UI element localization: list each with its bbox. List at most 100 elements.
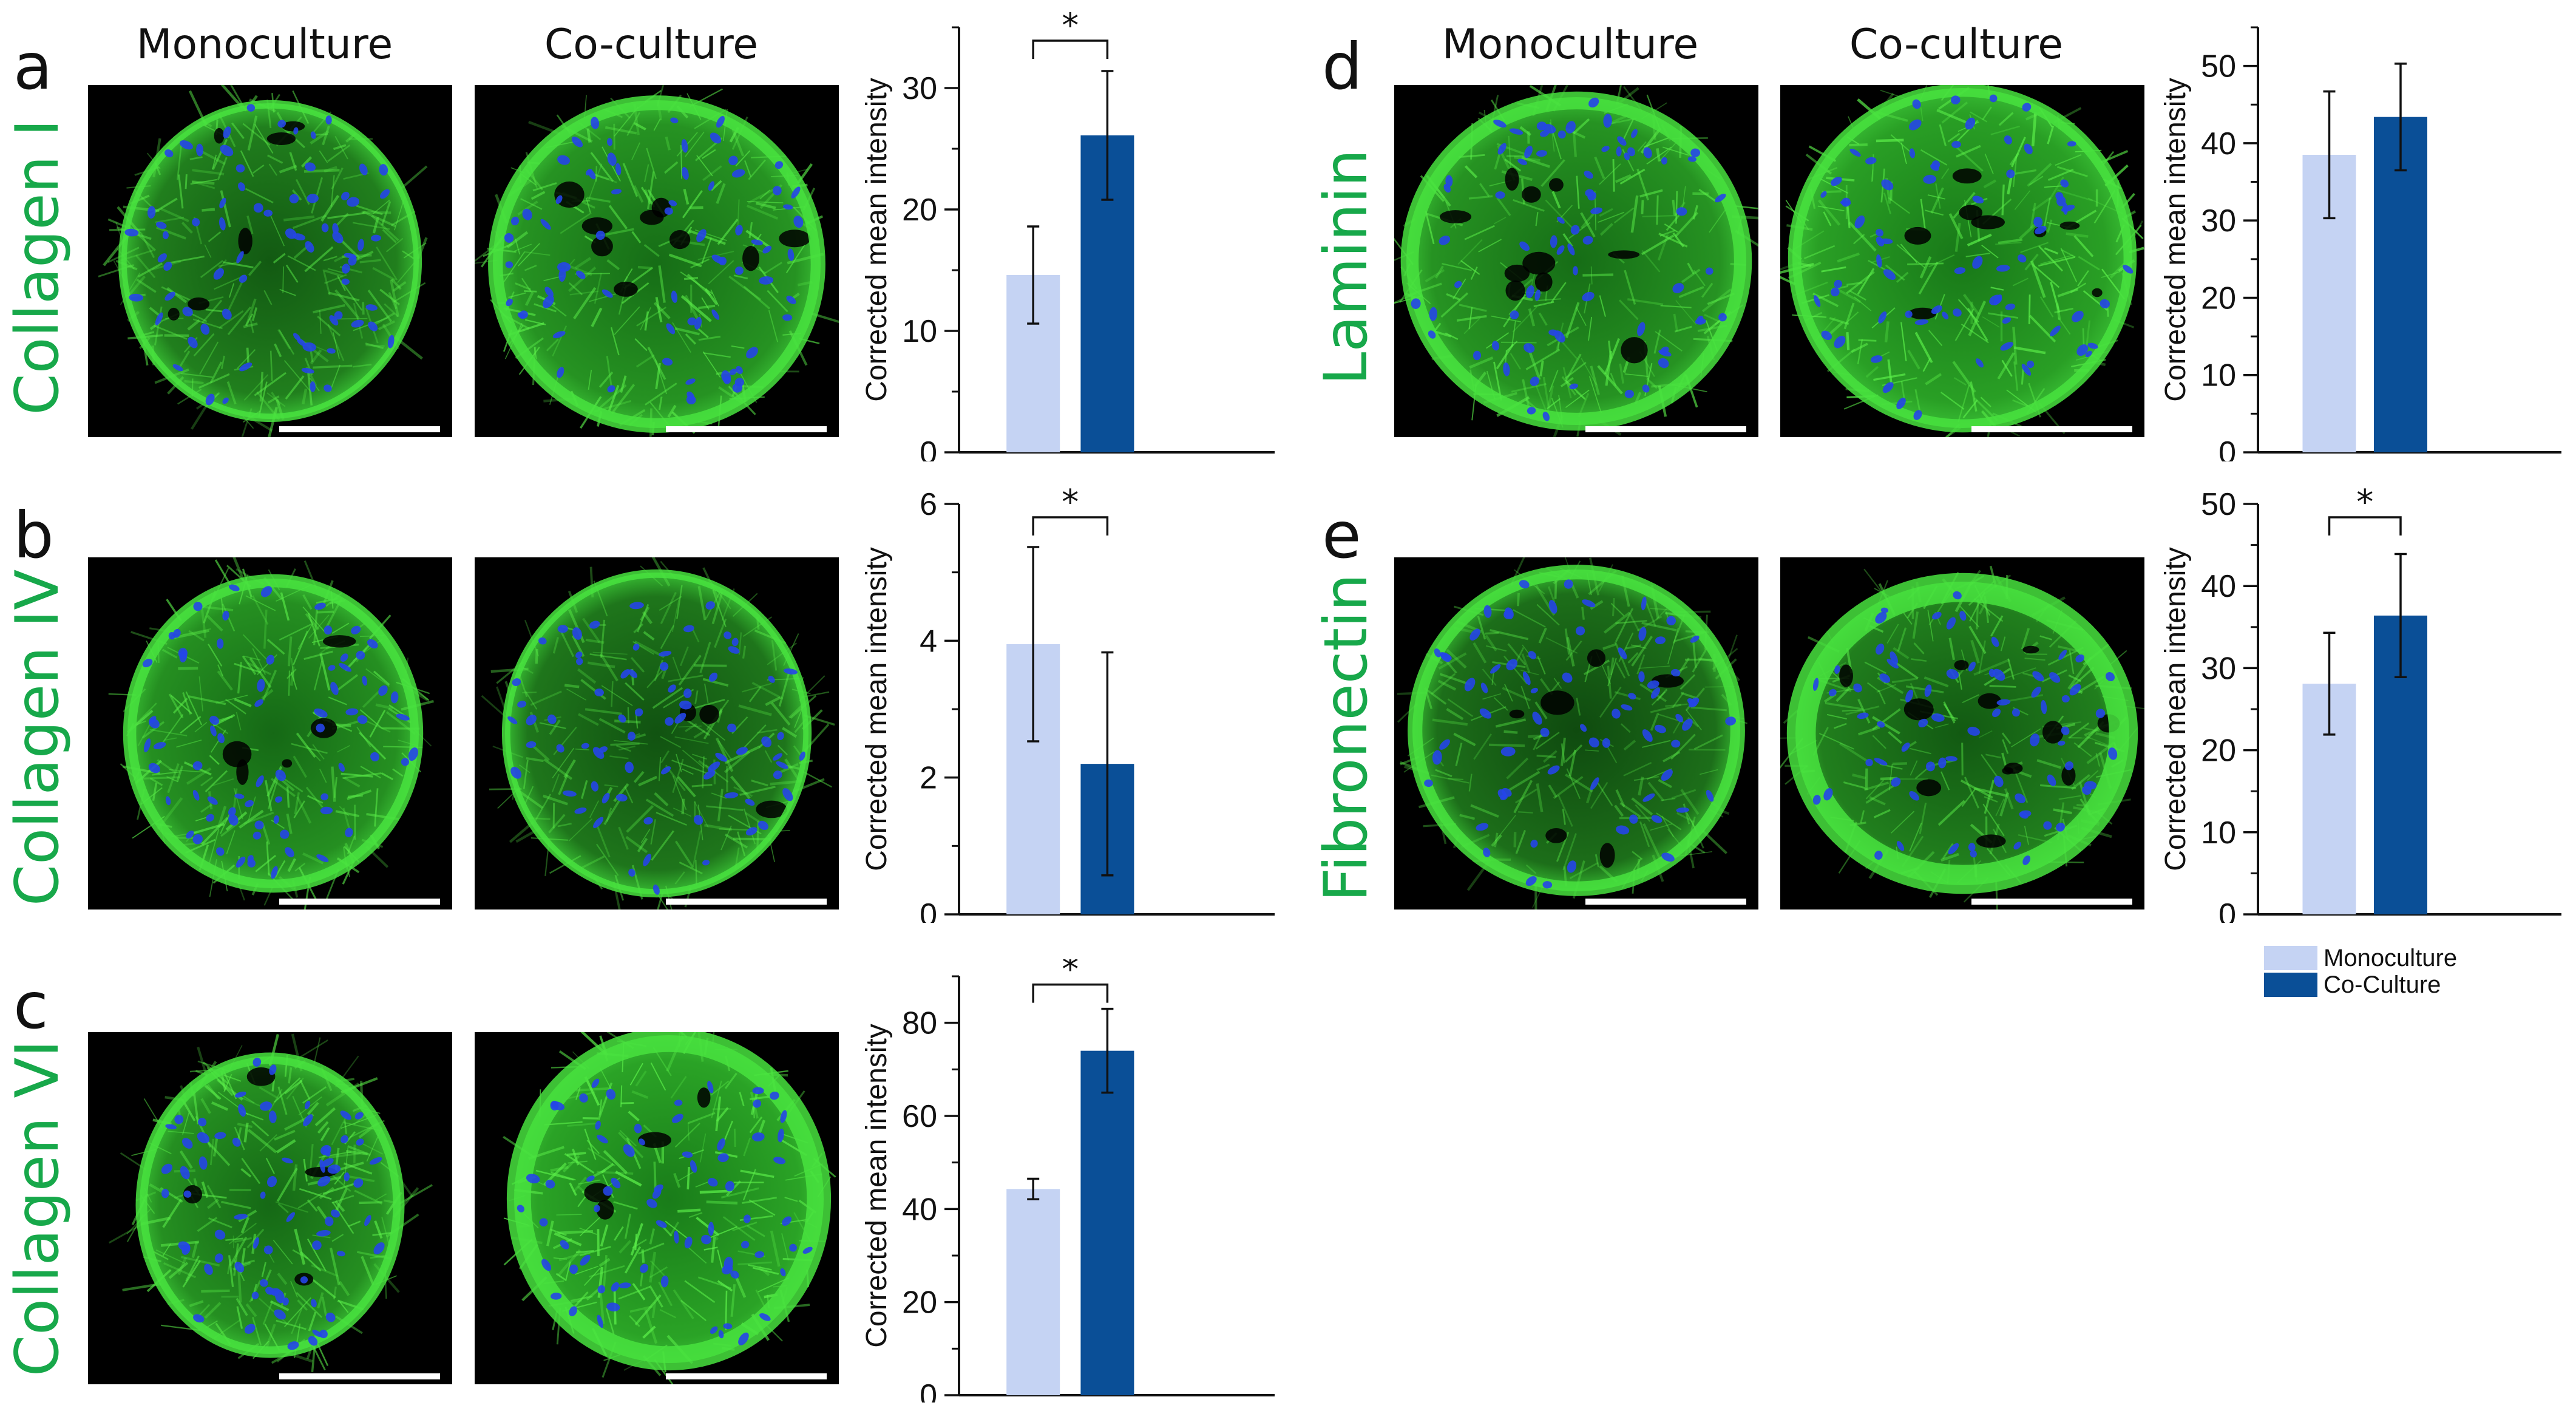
column-header-coculture-left: Co-culture — [544, 21, 759, 69]
y-tick-label: 40 — [902, 1192, 937, 1227]
tissue-void — [1976, 834, 2006, 848]
y-tick-label: 40 — [2201, 569, 2236, 604]
tissue-void — [1522, 186, 1541, 203]
y-axis-label: Corrected mean intensity — [2160, 547, 2192, 871]
significance-marker: * — [1062, 486, 1079, 522]
y-tick-label: 10 — [2201, 815, 2236, 851]
tissue-void — [168, 307, 180, 321]
stain-label-collagen-i: Collagen I — [3, 119, 72, 415]
micrograph-image — [1780, 85, 2144, 437]
tissue-void — [581, 217, 613, 235]
tissue-void — [591, 236, 613, 257]
tissue-void — [1971, 215, 2005, 229]
tissue-void — [2092, 288, 2103, 298]
legend-label-monoculture: Monoculture — [2323, 944, 2458, 971]
y-tick-label: 50 — [2201, 487, 2236, 522]
y-tick-label: 0 — [2218, 435, 2236, 461]
tissue-void — [1621, 337, 1648, 364]
tissue-void — [2042, 721, 2064, 744]
scale-bar — [1971, 899, 2132, 905]
tissue-void — [697, 1087, 711, 1108]
tissue-void — [1916, 779, 1942, 797]
column-header-coculture-right: Co-culture — [1849, 21, 2064, 69]
spheroid-body — [140, 1056, 401, 1354]
chart-plot-area: 0 10 20 30 Corrected mean intensity * — [861, 12, 1275, 461]
spheroid-rim — [1408, 565, 1745, 896]
tissue-void — [554, 181, 585, 208]
scale-bar — [1585, 899, 1746, 905]
spheroid-body — [1406, 97, 1746, 425]
y-tick-label: 80 — [902, 1006, 937, 1041]
micrograph-image — [98, 85, 428, 437]
tissue-void — [214, 127, 225, 144]
scale-bar — [666, 426, 827, 432]
tissue-void — [281, 121, 305, 132]
significance-bracket — [1032, 39, 1109, 59]
tissue-void — [756, 800, 787, 818]
column-header-monoculture-left: Monoculture — [136, 21, 393, 69]
tissue-void — [1504, 264, 1530, 282]
tissue-void — [638, 1132, 672, 1148]
micrograph-laminin-coculture — [1780, 85, 2144, 437]
tissue-void — [1548, 178, 1564, 192]
tissue-void — [1534, 272, 1553, 292]
bar-coculture — [1080, 1050, 1134, 1395]
y-tick-label: 0 — [920, 435, 937, 461]
tissue-void — [2059, 221, 2080, 230]
chart-plot-area: 0 10 20 30 40 50 Corrected mean intensity — [2160, 26, 2561, 461]
tissue-void — [238, 228, 253, 254]
tissue-void — [322, 635, 356, 648]
micrograph-image — [475, 85, 839, 437]
tissue-void — [742, 245, 759, 271]
bar-chart-collagen-i: 0 10 20 30 Corrected mean intensity * — [861, 12, 1275, 461]
tissue-void — [699, 704, 719, 724]
y-tick-label: 0 — [920, 897, 937, 923]
scale-bar — [1971, 426, 2132, 432]
y-axis-label: Corrected mean intensity — [2160, 78, 2192, 402]
tissue-void — [1608, 250, 1640, 259]
micrograph-image — [108, 557, 434, 909]
tissue-void — [1952, 168, 1982, 184]
bar-coculture — [2374, 117, 2427, 453]
y-axis-label: Corrected mean intensity — [861, 1024, 893, 1348]
spheroid-rim — [506, 1032, 832, 1371]
micrograph-image — [1397, 557, 1747, 909]
significance-bracket — [2328, 516, 2402, 536]
tissue-void — [1509, 709, 1525, 719]
panel-letter-b: b — [13, 498, 54, 573]
tissue-void — [614, 281, 638, 297]
tissue-void — [1599, 843, 1615, 868]
stain-label-fibronectin: Fibronectin — [1312, 573, 1381, 902]
bar-chart-collagen-iv: 0 2 4 6 Corrected mean intensity * — [861, 486, 1275, 923]
y-tick-label: 30 — [2201, 651, 2236, 686]
panel-letter-e: e — [1322, 498, 1361, 573]
panel-letter-a: a — [13, 30, 53, 104]
micrograph-image — [1394, 85, 1758, 437]
y-tick-label: 60 — [902, 1099, 937, 1134]
tissue-void — [246, 1067, 276, 1086]
y-tick-label: 30 — [2201, 203, 2236, 239]
stain-label-laminin: Laminin — [1312, 149, 1381, 386]
y-tick-label: 0 — [920, 1378, 937, 1402]
panel-letter-c: c — [13, 969, 49, 1043]
chart-legend: Monoculture Co-Culture — [2264, 945, 2457, 998]
scale-bar — [666, 899, 827, 905]
scale-bar — [279, 1373, 440, 1379]
micrograph-collagen-iv-monoculture — [88, 557, 452, 909]
y-tick-label: 20 — [902, 192, 937, 228]
y-tick-label: 6 — [920, 487, 937, 522]
spheroid-body — [1792, 88, 2132, 428]
tissue-void — [1954, 660, 1969, 670]
tissue-void — [1439, 210, 1472, 223]
spheroid-rim — [1788, 85, 2137, 433]
y-tick-label: 40 — [2201, 126, 2236, 162]
tissue-void — [640, 209, 664, 225]
tissue-void — [2004, 763, 2023, 774]
stain-label-collagen-iv: Collagen IV — [3, 569, 72, 906]
spheroid-body — [493, 100, 821, 428]
tissue-void — [188, 297, 210, 311]
tissue-void — [1587, 649, 1606, 667]
y-tick-label: 10 — [2201, 358, 2236, 393]
significance-bracket — [1032, 516, 1109, 536]
micrograph-laminin-monoculture — [1394, 85, 1758, 437]
